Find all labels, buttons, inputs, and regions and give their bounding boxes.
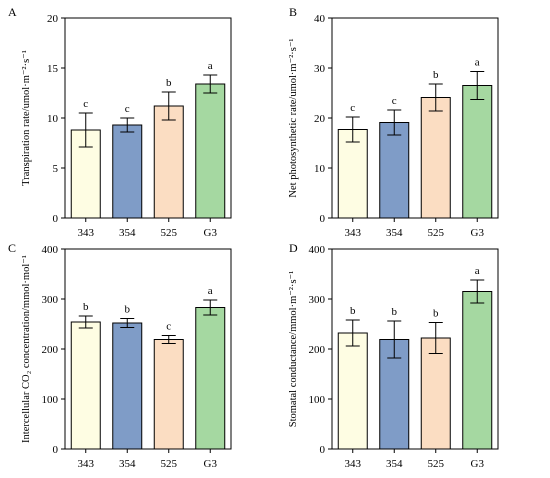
y-tick-label: 15 [47,63,59,75]
x-tick-label: 525 [161,227,178,239]
significance-letter: a [475,57,480,69]
chart-panel-b: B 0 10 20 30 40 Net photosynthetic rate/umol·m… [288,5,499,239]
bar-G3 [195,307,226,450]
y-axis-label: Stomatal conductance/mmol·m⁻²·s⁻¹ [288,271,299,427]
x-tick-label: G3 [204,458,218,470]
y-tick-label: 100 [42,394,59,406]
chart-panel-c: C 0 100 200 300 400 Intercellular CO₂ concentr… [8,241,232,470]
x-tick-label: G3 [471,458,485,470]
bar-G3 [462,291,493,450]
significance-letter: b [166,77,172,89]
y-axis-label: Intercellular CO₂ concentration/mmol·mol… [21,255,32,443]
y-tick-label: 400 [309,244,326,256]
panel-letter: C [8,241,16,255]
y-tick-label: 0 [320,444,326,456]
significance-letter: b [125,304,131,316]
significance-letter: c [392,95,397,107]
y-tick-label: 300 [42,294,59,306]
significance-letter: c [83,98,88,110]
y-tick-label: 20 [47,13,59,25]
bar-525 [420,337,451,450]
y-tick-label: 10 [47,113,59,125]
chart-panel-d: D 0 100 200 300 400 Stomatal conductance/mmol·… [288,241,499,470]
y-tick-label: 0 [53,444,59,456]
y-tick-label: 400 [42,244,59,256]
significance-letter: c [125,103,130,115]
x-tick-label: 525 [428,227,445,239]
bar-343 [337,332,368,450]
panel-letter: A [8,5,17,19]
y-tick-label: 20 [314,113,326,125]
x-tick-label: 354 [119,227,136,239]
x-tick-label: 525 [428,458,445,470]
significance-letter: c [350,102,355,114]
bar-354 [379,122,410,219]
panel-letter: D [289,241,298,255]
y-tick-label: 30 [314,63,326,75]
bar-343 [70,321,101,450]
significance-letter: a [475,265,480,277]
x-tick-label: 354 [386,458,403,470]
x-tick-label: 343 [345,458,362,470]
y-tick-label: 40 [314,13,326,25]
chart-panel-a: A 0 5 10 15 20 Transpiration rate/umol·m⁻²·s⁻¹… [8,5,232,239]
y-tick-label: 0 [320,213,326,225]
y-axis-label: Transpiration rate/umol·m⁻²·s⁻¹ [21,50,32,186]
y-axis-label: Net photosynthetic rate/umol·m⁻²·s⁻¹ [288,38,299,197]
bar-354 [112,124,143,219]
significance-letter: b [392,306,398,318]
significance-letter: b [83,301,89,313]
y-tick-label: 100 [309,394,326,406]
significance-letter: a [208,60,213,72]
x-tick-label: 343 [78,458,95,470]
y-tick-label: 300 [309,294,326,306]
significance-letter: a [208,285,213,297]
x-tick-label: 343 [345,227,362,239]
x-tick-label: G3 [471,227,485,239]
y-tick-label: 5 [53,163,59,175]
bar-343 [337,129,368,219]
bar-525 [153,105,184,219]
y-tick-label: 10 [314,163,326,175]
bar-G3 [462,85,493,219]
bar-525 [420,97,451,219]
significance-letter: b [433,308,439,320]
significance-letter: b [433,69,439,81]
y-tick-label: 200 [42,344,59,356]
y-tick-label: 0 [53,213,59,225]
x-tick-label: 354 [119,458,136,470]
x-tick-label: 525 [161,458,178,470]
y-tick-label: 200 [309,344,326,356]
x-tick-label: 343 [78,227,95,239]
bar-525 [153,339,184,450]
bar-354 [112,322,143,450]
significance-letter: c [166,321,171,333]
panel-letter: B [289,5,297,19]
x-tick-label: G3 [204,227,218,239]
significance-letter: b [350,305,356,317]
bar-G3 [195,83,226,219]
x-tick-label: 354 [386,227,403,239]
